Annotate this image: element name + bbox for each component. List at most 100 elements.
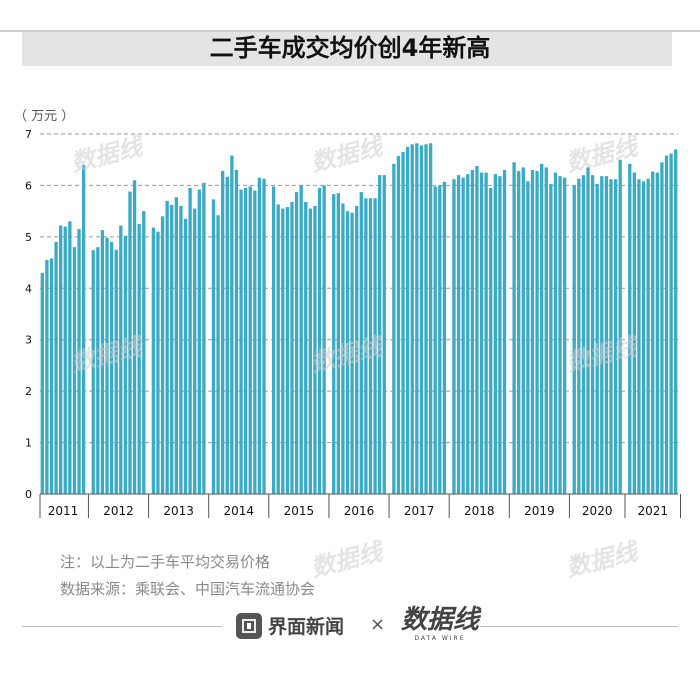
bar [350, 212, 354, 494]
bar [572, 185, 576, 494]
bar [493, 174, 497, 494]
bar [581, 175, 586, 494]
x-tick-label: 2012 [103, 504, 134, 518]
bar [257, 177, 262, 494]
bar [618, 159, 622, 494]
bar [609, 179, 613, 494]
bar [378, 175, 382, 494]
brand-name-en: DATA WIRE [414, 635, 466, 642]
bar [595, 183, 599, 494]
y-tick-label: 0 [25, 488, 32, 501]
bar [63, 226, 67, 495]
bar [262, 178, 266, 494]
bar [174, 197, 178, 494]
bar [271, 186, 276, 494]
bar [313, 206, 317, 494]
bar [341, 203, 345, 494]
bar [632, 172, 637, 495]
bar [100, 230, 105, 494]
x-tick-label: 2017 [404, 504, 435, 518]
bar [368, 198, 373, 495]
bar [401, 152, 405, 494]
bar [211, 199, 216, 495]
bar [160, 216, 165, 495]
bar [438, 185, 442, 494]
bar [40, 272, 44, 494]
bar [193, 208, 197, 495]
bar [646, 178, 650, 494]
y-tick-label: 1 [25, 437, 32, 450]
bar [248, 186, 252, 494]
bar [558, 176, 562, 494]
bar [183, 218, 188, 494]
bar [59, 225, 63, 495]
bar [540, 163, 544, 495]
bar [322, 185, 326, 494]
bar [549, 183, 553, 494]
bar [49, 258, 54, 494]
bar [91, 250, 95, 494]
bar [405, 146, 410, 494]
bar [276, 204, 280, 494]
bar [81, 164, 86, 494]
bar [628, 163, 632, 495]
bar [285, 207, 290, 494]
bar [475, 165, 479, 494]
y-tick-label: 6 [25, 179, 32, 192]
bar [424, 144, 428, 495]
x-tick-label: 2014 [223, 504, 254, 518]
bar [142, 211, 146, 494]
bar [68, 221, 72, 494]
x-tick-label: 2019 [524, 504, 555, 518]
bar [489, 188, 493, 494]
data-source: 数据来源：乘联会、中国汽车流通协会 [60, 580, 316, 598]
x-tick-label: 2013 [163, 504, 194, 518]
bar [517, 171, 521, 494]
publisher-logo: 界面新闻 [236, 612, 344, 639]
bar [392, 163, 396, 495]
y-tick-label: 7 [25, 128, 32, 141]
bar [332, 194, 336, 494]
bar [355, 206, 359, 494]
bar [197, 189, 201, 495]
bar [281, 208, 285, 495]
bar [651, 171, 655, 495]
bar [239, 189, 243, 495]
bar [664, 155, 669, 494]
bar [77, 229, 81, 494]
bar [613, 179, 618, 494]
bar [641, 181, 646, 495]
brand-name: 数据线 [400, 605, 479, 635]
bar [105, 237, 109, 494]
x-tick-label: 2018 [464, 504, 495, 518]
jiemian-logo-icon [236, 612, 262, 639]
bar [512, 162, 516, 495]
bar [216, 215, 220, 494]
bar [433, 186, 437, 494]
bar [535, 171, 539, 494]
bar [419, 145, 424, 495]
bar [253, 190, 257, 495]
bar [452, 179, 456, 494]
bar [221, 171, 225, 494]
bar [294, 192, 299, 494]
bar [410, 144, 414, 495]
bar [96, 247, 100, 494]
bar [553, 172, 558, 495]
title-band [22, 30, 672, 66]
bar [123, 235, 128, 495]
bar [544, 167, 548, 494]
x-tick-label: 2015 [284, 504, 315, 518]
bar [188, 188, 192, 494]
bar [230, 155, 234, 494]
bar [373, 198, 377, 495]
y-tick-label: 2 [25, 385, 32, 398]
y-axis-unit-label: （ 万元 ） [14, 109, 75, 124]
bar [202, 182, 206, 494]
bar [114, 249, 118, 494]
bar [655, 172, 659, 495]
bar [456, 175, 461, 494]
bar [382, 175, 386, 494]
bar [359, 192, 363, 494]
y-tick-label: 4 [25, 282, 32, 295]
